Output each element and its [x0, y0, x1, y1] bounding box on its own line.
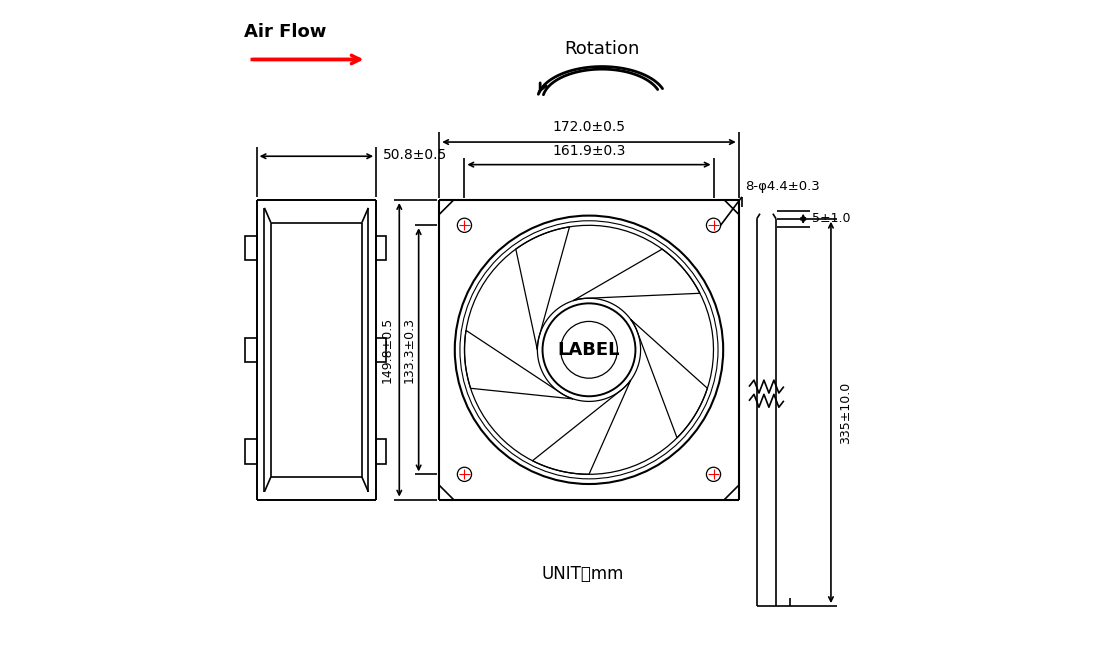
Bar	[245, 439, 257, 464]
Text: UNIT：mm: UNIT：mm	[541, 564, 623, 583]
Text: Air Flow: Air Flow	[244, 23, 327, 41]
Bar	[245, 236, 257, 260]
Bar	[376, 439, 386, 464]
Text: LABEL: LABEL	[558, 341, 620, 359]
Text: 8-φ4.4±0.3: 8-φ4.4±0.3	[745, 180, 820, 193]
Text: 149.8±0.5: 149.8±0.5	[381, 317, 394, 383]
Text: 335±10.0: 335±10.0	[839, 381, 852, 443]
Text: 50.8±0.5: 50.8±0.5	[383, 148, 447, 162]
Bar	[245, 338, 257, 362]
Bar	[376, 236, 386, 260]
Text: 172.0±0.5: 172.0±0.5	[552, 120, 625, 133]
Text: Rotation: Rotation	[565, 40, 640, 58]
Text: 133.3±0.3: 133.3±0.3	[403, 317, 415, 383]
Text: 161.9±0.3: 161.9±0.3	[552, 144, 625, 158]
Bar	[376, 338, 386, 362]
Text: 5±1.0: 5±1.0	[811, 213, 850, 226]
